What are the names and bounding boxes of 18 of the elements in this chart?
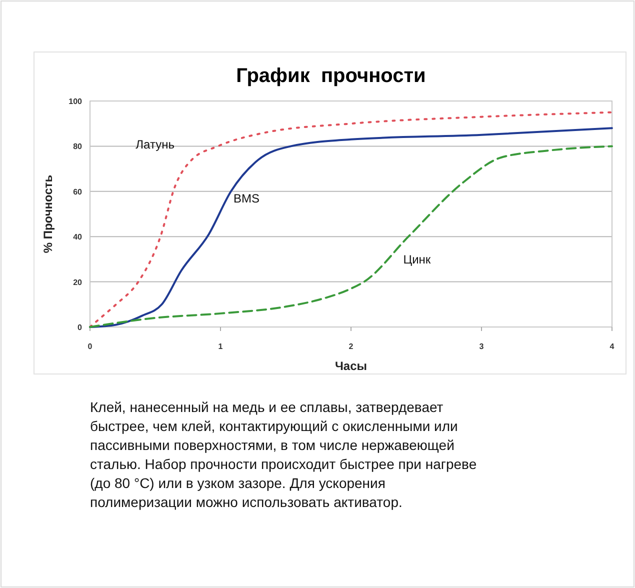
y-tick-label: 40 [73, 232, 83, 242]
chart-title: График прочности [236, 65, 426, 87]
y-tick-label: 60 [73, 187, 83, 196]
text: Клей, нанесенный на медь и ее сплавы, затвердевает быстрее, чем клей, контактирующий с окисленными или пассивными поверхностями, в том числе нержавеющей сталью. Набор прочности происходит быстрее при нагреве (до 80 °C) или в узком зазоре. Для ускорения полимеризации можно использовать активатор. [90, 399, 477, 510]
y-tick-label: 80 [73, 142, 83, 152]
y-tick-label: 0 [78, 323, 83, 332]
series-label: Цинк [403, 252, 432, 267]
series-label: Латунь [136, 137, 174, 152]
x-tick-label: 0 [88, 342, 93, 351]
y-tick-label: 20 [73, 278, 83, 287]
x-tick-label: 2 [348, 342, 354, 351]
series-label: BMS [234, 192, 260, 206]
y-axis-title: % Прочность [41, 174, 55, 254]
x-axis-title: Часы [334, 359, 368, 373]
x-tick-label: 3 [479, 342, 484, 351]
x-tick-label: 1 [218, 342, 224, 351]
y-tick-label: 100 [68, 97, 83, 106]
x-tick-label: 4 [610, 342, 615, 351]
